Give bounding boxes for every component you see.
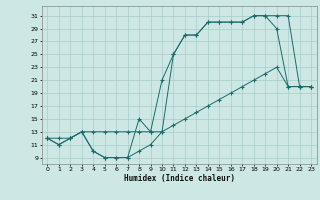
X-axis label: Humidex (Indice chaleur): Humidex (Indice chaleur) xyxy=(124,174,235,183)
